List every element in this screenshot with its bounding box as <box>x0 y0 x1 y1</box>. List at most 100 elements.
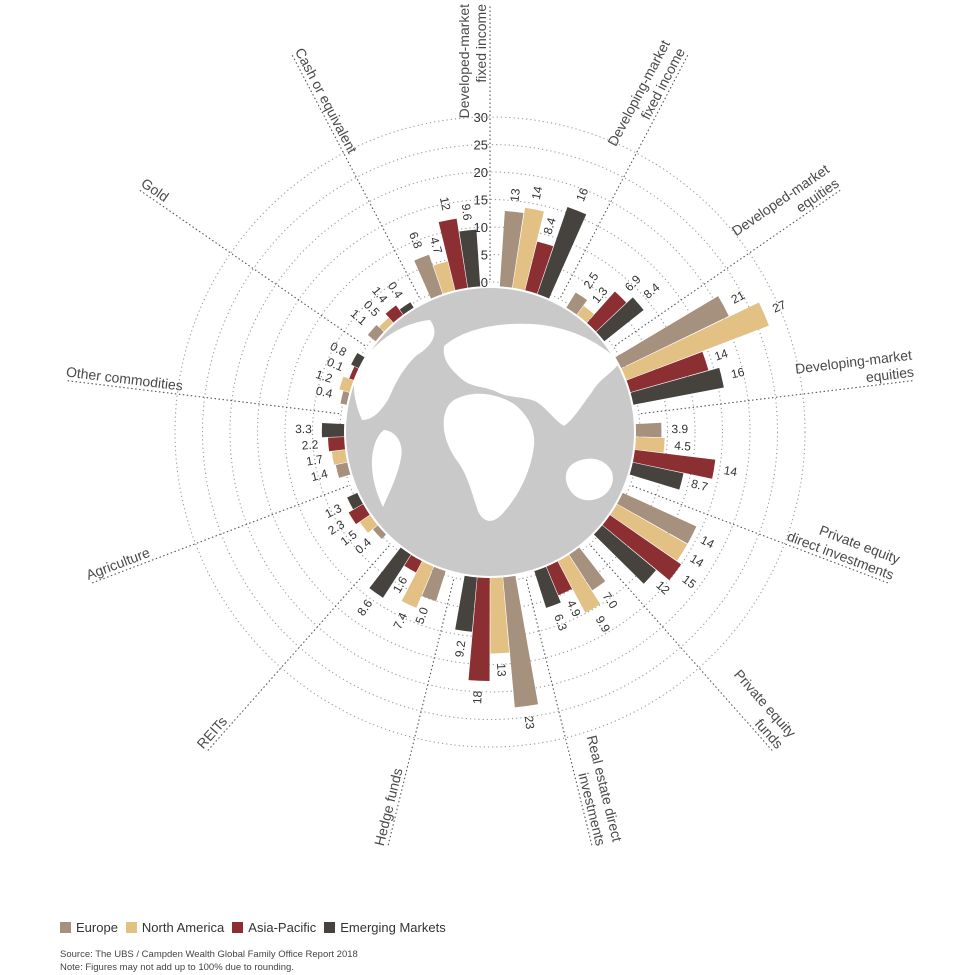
value-label: 9.6 <box>459 203 475 221</box>
bar-north-america <box>339 376 354 393</box>
category-label-line: Developed-market <box>456 4 472 118</box>
value-label: 1.2 <box>314 367 335 386</box>
bar-europe <box>499 210 524 288</box>
bar-asia-pacific <box>602 515 682 581</box>
bar-europe <box>615 296 729 369</box>
globe-land-australia <box>565 458 613 501</box>
legend-label: Emerging Markets <box>340 920 446 935</box>
value-label: 13 <box>494 663 509 677</box>
category-label: Developed-marketfixed income <box>456 4 489 119</box>
bar-asia-pacific <box>327 437 346 452</box>
value-label: 8.4 <box>641 280 663 302</box>
bar-europe <box>617 492 697 544</box>
category-label-line: Gold <box>138 175 171 205</box>
category-label: Developing-marketfixed income <box>604 37 688 149</box>
legend-item: Europe <box>60 920 118 935</box>
grid-ring <box>201 143 779 721</box>
globe-land-americas <box>353 320 435 507</box>
bar-emerging-markets <box>455 575 477 632</box>
category-label: Real estate directinvestments <box>567 734 626 848</box>
sector-divider <box>590 545 775 753</box>
value-label: 18 <box>470 690 485 704</box>
bar-north-america <box>433 261 455 294</box>
value-label: 14 <box>713 346 730 364</box>
globe-land-eurasia <box>443 323 620 426</box>
legend-swatch <box>324 922 336 933</box>
bar-emerging-markets <box>351 353 365 369</box>
bar-europe <box>635 422 662 438</box>
bar-emerging-markets <box>321 422 345 438</box>
radial-axis-ticks: 0 5 10 15 20 25 30 <box>474 110 488 290</box>
bar-emerging-markets <box>369 547 411 598</box>
axis-tick-label: 20 <box>474 165 488 180</box>
bar-emerging-markets <box>347 492 363 510</box>
globe-land-africa <box>443 393 535 521</box>
bar-asia-pacific <box>385 305 403 323</box>
bar-north-america <box>359 515 378 533</box>
value-label: 8.7 <box>690 476 710 494</box>
source-note: Source: The UBS / Campden Wealth Global … <box>60 949 358 960</box>
value-label: 9.9 <box>593 613 614 635</box>
category-label: REITs <box>193 713 230 752</box>
bar-emerging-markets <box>534 566 561 608</box>
value-label: 1.4 <box>310 466 330 484</box>
bar-europe <box>414 254 443 299</box>
bar-europe <box>566 292 588 315</box>
bar-emerging-markets <box>593 525 657 584</box>
category-label-line: Cash or equivalent <box>292 45 360 156</box>
legend-item: Emerging Markets <box>324 920 446 935</box>
category-label-line: equities <box>865 364 915 386</box>
category-label-text: Real estate directinvestments <box>567 734 625 848</box>
bar-europe <box>335 462 351 478</box>
value-label: 12 <box>437 196 453 212</box>
rounding-note: Note: Figures may not add up to 100% due… <box>60 962 294 973</box>
value-label: 9.2 <box>452 639 468 658</box>
category-label-text: Developed-marketequities <box>729 161 842 253</box>
bar-asia-pacific <box>546 561 572 596</box>
legend: Europe North America Asia-Pacific Emerging … <box>60 920 454 935</box>
value-label: 3.3 <box>295 422 312 436</box>
bar-north-america <box>621 302 769 380</box>
bar-north-america <box>512 207 544 291</box>
bar-asia-pacific <box>404 554 422 573</box>
bar-asia-pacific <box>349 366 359 380</box>
value-label: 16 <box>573 186 591 204</box>
value-label: 6.3 <box>551 612 570 633</box>
grid-ring <box>256 198 724 666</box>
axis-tick-label: 0 <box>481 275 488 290</box>
category-label: Cash or equivalent <box>292 45 360 156</box>
bar-asia-pacific <box>438 218 468 291</box>
category-label-line: Hedge funds <box>371 766 406 847</box>
value-label: 23 <box>522 715 538 730</box>
category-label-line: Other commodities <box>65 364 184 394</box>
legend-item: North America <box>125 920 225 935</box>
category-label: Developing-marketequities <box>794 347 915 386</box>
legend-label: North America <box>141 920 225 935</box>
value-label: 1.3 <box>323 501 345 521</box>
value-label: 2.2 <box>301 437 319 452</box>
sector-divider <box>290 52 420 298</box>
value-label: 14 <box>688 551 707 570</box>
category-label-text: Gold <box>138 175 171 205</box>
value-label: 7.4 <box>390 610 410 631</box>
category-label-text: REITs <box>193 713 230 752</box>
bar-emerging-markets <box>459 229 481 288</box>
bar-north-america <box>577 305 595 323</box>
sector-divider <box>89 485 349 585</box>
value-label: 16 <box>730 365 747 382</box>
grid-ring <box>174 116 806 748</box>
globe-icon <box>346 288 634 576</box>
bar-north-america <box>634 437 665 453</box>
legend-swatch <box>60 922 71 933</box>
legend-label: Asia-Pacific <box>248 920 317 935</box>
category-label: Other commodities <box>65 364 184 394</box>
legend-item: Asia-Pacific <box>232 920 316 935</box>
bar-emerging-markets <box>399 302 414 315</box>
bar-asia-pacific <box>468 577 490 681</box>
category-label-text: Private equityfunds <box>718 666 799 751</box>
value-label: 4.7 <box>427 235 445 255</box>
value-label: 1.7 <box>305 452 324 469</box>
axis-tick-label: 5 <box>481 248 488 263</box>
bar-europe <box>340 391 350 405</box>
